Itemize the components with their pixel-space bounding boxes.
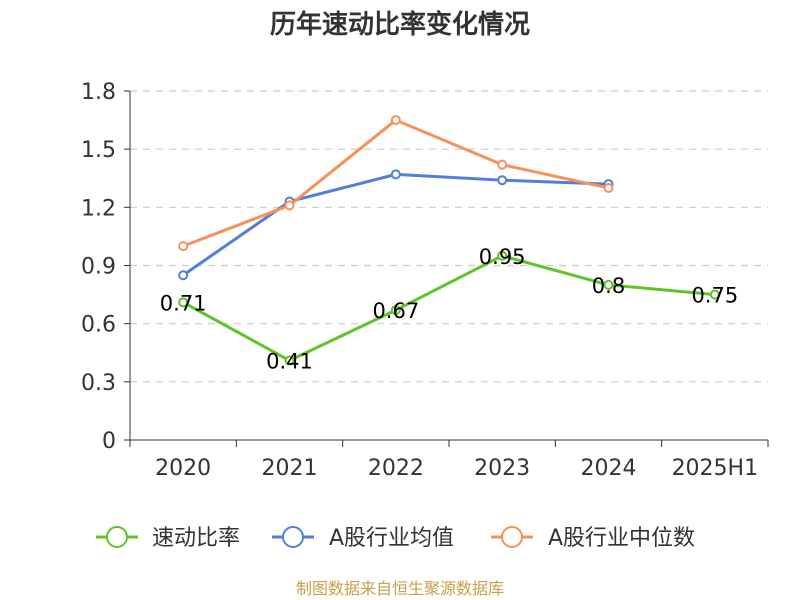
y-tick-label: 0 [102, 429, 116, 454]
y-tick-label: 1.2 [81, 196, 116, 221]
data-labels: 0.71 0.41 0.67 0.95 0.8 0.75 [160, 245, 738, 374]
legend-marker [501, 526, 523, 548]
data-point [390, 305, 401, 316]
legend-item-1: A股行业均值 [272, 526, 454, 551]
series-line [182, 254, 715, 363]
legend-marker [282, 526, 304, 548]
series-1 [178, 169, 614, 281]
data-point [284, 355, 295, 366]
legend-label: A股行业均值 [329, 526, 454, 551]
data-point [603, 279, 614, 290]
data-point [178, 241, 189, 252]
x-tick-label: 2023 [474, 456, 530, 481]
data-point [178, 270, 189, 281]
data-point [178, 297, 189, 308]
series-layer [178, 115, 720, 366]
data-point [497, 250, 508, 261]
legend-label: 速动比率 [152, 526, 240, 551]
data-point [390, 115, 401, 126]
data-point [284, 200, 295, 211]
legend-item-2: A股行业中位数 [491, 526, 695, 551]
x-tick-label: 2025H1 [672, 456, 759, 481]
legend: 速动比率 A股行业均值 A股行业中位数 [96, 526, 695, 551]
data-label: 0.41 [266, 350, 313, 374]
y-tick-label: 1.5 [81, 138, 116, 163]
series-2 [178, 115, 614, 252]
x-tick-label: 2021 [262, 456, 318, 481]
legend-label: A股行业中位数 [548, 526, 695, 551]
legend-item-0: 速动比率 [96, 526, 240, 551]
data-label: 0.71 [160, 291, 207, 315]
data-point [603, 182, 614, 193]
data-point [497, 159, 508, 170]
x-tick-label: 2024 [581, 456, 637, 481]
data-label: 0.67 [372, 299, 419, 323]
data-label: 0.95 [479, 245, 526, 269]
data-label: 0.8 [592, 274, 625, 298]
axes: 0 0.3 0.6 0.9 1.2 1.5 1.8 2020 2021 2022 2023 2024 2… [81, 80, 769, 481]
y-tick-label: 0.3 [81, 371, 116, 396]
series-line [182, 172, 609, 277]
chart-title: 历年速动比率变化情况 [270, 9, 530, 40]
data-point [497, 175, 508, 186]
x-tick-label: 2020 [155, 456, 211, 481]
x-tick-label: 2022 [368, 456, 424, 481]
y-tick-label: 1.8 [81, 80, 116, 105]
y-tick-label: 0.9 [81, 255, 116, 280]
grid-lines [130, 90, 768, 383]
data-label: 0.75 [691, 284, 738, 308]
source-note: 制图数据来自恒生聚源数据库 [296, 579, 504, 598]
series-0 [178, 250, 720, 366]
data-point [709, 289, 720, 300]
data-point [390, 169, 401, 180]
legend-marker [106, 526, 128, 548]
y-tick-label: 0.6 [81, 313, 116, 338]
